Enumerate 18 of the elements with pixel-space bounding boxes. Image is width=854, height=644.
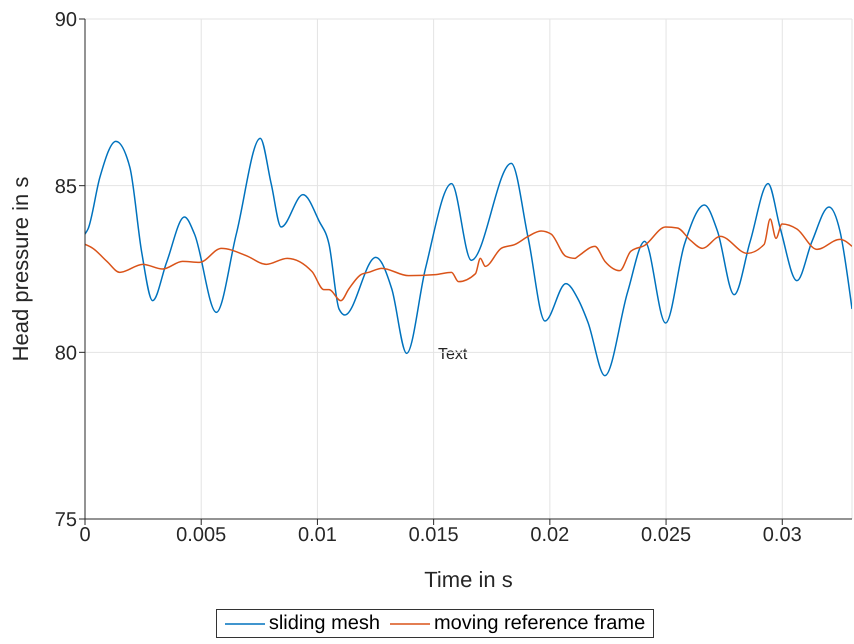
y-tick-label: 80: [54, 342, 77, 364]
x-tick-label: 0.03: [762, 524, 802, 546]
legend-label: moving reference frame: [434, 612, 646, 635]
x-tick-label: 0.01: [298, 524, 337, 546]
line-series: [85, 218, 852, 302]
y-axis-title: Head pressure in s: [8, 176, 33, 362]
x-tick-label: 0.015: [408, 524, 459, 546]
x-tick-label: 0: [79, 524, 91, 546]
x-axis-title: Time in s: [424, 567, 513, 592]
legend-label: sliding mesh: [268, 612, 380, 635]
x-tick-label: 0.02: [530, 524, 570, 546]
annotation: Text: [438, 346, 468, 364]
x-tick-label: 0.005: [176, 524, 226, 546]
line-series: [85, 138, 852, 376]
y-tick-label: 75: [54, 509, 77, 532]
y-tick-label: 85: [54, 176, 77, 198]
y-tick-label: 90: [54, 9, 77, 32]
x-tick-label: 0.025: [641, 524, 692, 546]
